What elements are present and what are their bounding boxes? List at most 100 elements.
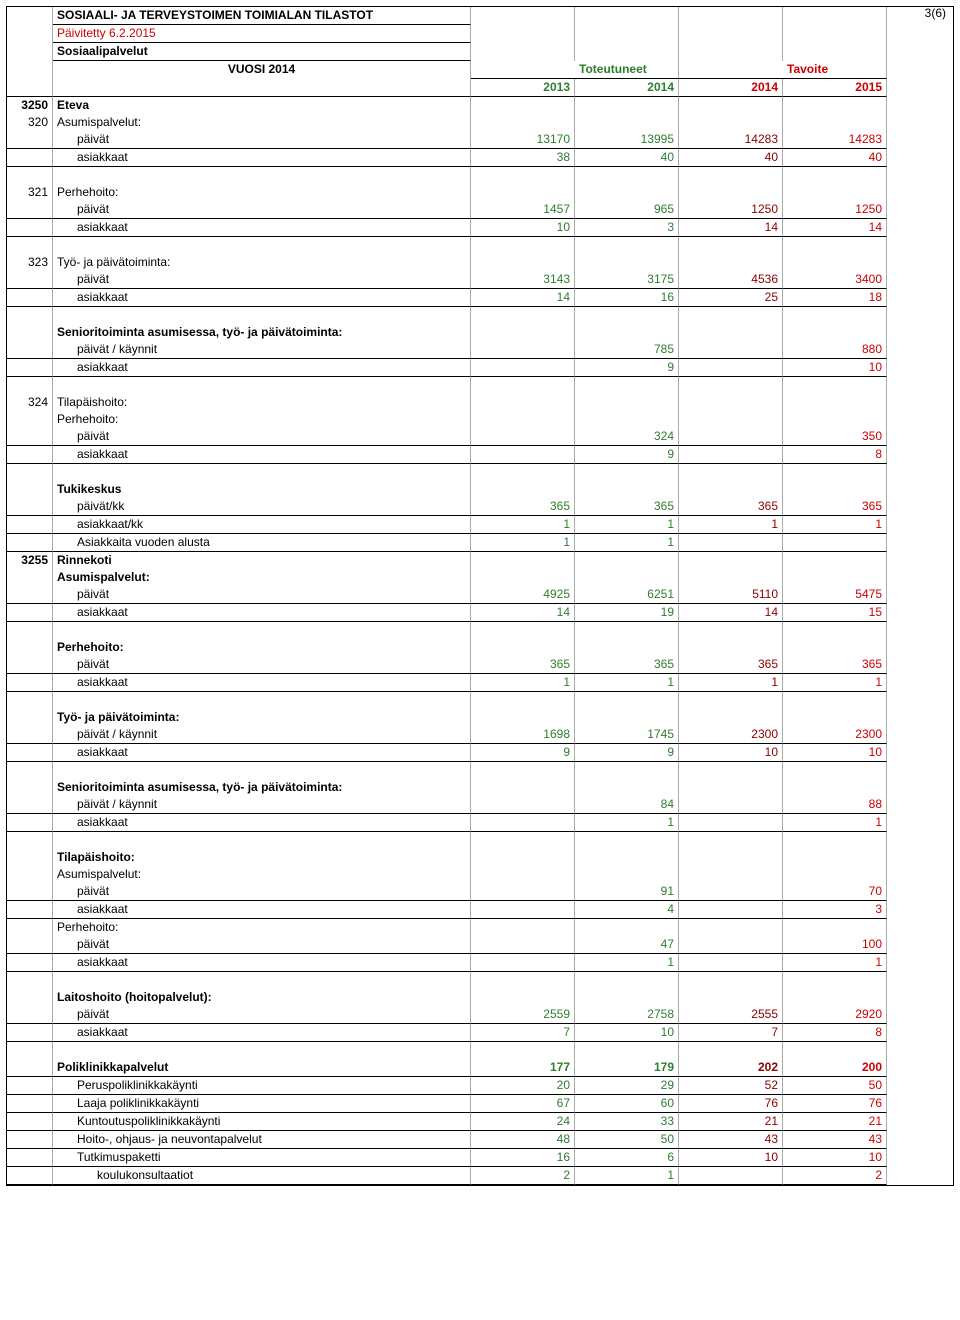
row-value [679, 832, 783, 849]
table-row: päivät47100 [7, 936, 953, 954]
row-value [679, 639, 783, 656]
row-label: Työ- ja päivätoiminta: [53, 254, 471, 271]
row-value: 13995 [575, 131, 679, 149]
row-value: 3 [783, 901, 887, 919]
row-value [679, 622, 783, 639]
row-value: 365 [783, 498, 887, 516]
row-value [783, 972, 887, 989]
table-row [7, 167, 953, 184]
row-value [783, 832, 887, 849]
table-row: Laaja poliklinikkakäynti67607676 [7, 1095, 953, 1113]
row-value: 2559 [471, 1006, 575, 1024]
table-row: asiakkaat98 [7, 446, 953, 464]
row-value: 16 [471, 1149, 575, 1167]
row-code [7, 1077, 53, 1095]
row-code [7, 359, 53, 377]
row-value [575, 97, 679, 114]
row-code [7, 1095, 53, 1113]
row-value: 2 [471, 1167, 575, 1185]
row-value: 25 [679, 289, 783, 307]
row-label: päivät / käynnit [53, 796, 471, 814]
row-value [575, 184, 679, 201]
row-code [7, 832, 53, 849]
row-code [7, 674, 53, 692]
row-value: 100 [783, 936, 887, 954]
row-label [53, 307, 471, 324]
row-value [471, 901, 575, 919]
row-code [7, 639, 53, 656]
row-value [679, 866, 783, 883]
row-code [7, 866, 53, 883]
row-value [471, 569, 575, 586]
table-row: päivät / käynnit785880 [7, 341, 953, 359]
row-value [679, 919, 783, 936]
row-value: 43 [679, 1131, 783, 1149]
row-code [7, 936, 53, 954]
row-label: Tilapäishoito: [53, 394, 471, 411]
row-value [679, 849, 783, 866]
row-code [7, 428, 53, 446]
row-label: päivät / käynnit [53, 341, 471, 359]
row-label: Perhehoito: [53, 639, 471, 656]
row-label: Hoito-, ohjaus- ja neuvontapalvelut [53, 1131, 471, 1149]
col-year-1: 2013 [471, 79, 575, 97]
table-row: päivät324350 [7, 428, 953, 446]
row-label: päivät [53, 883, 471, 901]
row-value: 14 [783, 219, 887, 237]
row-code: 320 [7, 114, 53, 131]
table-row: 321Perhehoito: [7, 184, 953, 201]
table-row: Asiakkaita vuoden alusta11 [7, 534, 953, 552]
row-value: 1 [471, 516, 575, 534]
row-code [7, 516, 53, 534]
row-value: 76 [679, 1095, 783, 1113]
row-value: 2 [783, 1167, 887, 1185]
table-row: päivät3143317545363400 [7, 271, 953, 289]
row-value [679, 709, 783, 726]
row-value [471, 394, 575, 411]
table-row [7, 762, 953, 779]
row-value [471, 341, 575, 359]
row-label: päivät [53, 586, 471, 604]
section-label: Sosiaalipalvelut [53, 43, 471, 61]
table-row: Peruspoliklinikkakäynti20295250 [7, 1077, 953, 1095]
row-value: 50 [575, 1131, 679, 1149]
row-code [7, 796, 53, 814]
row-value [575, 779, 679, 796]
row-value: 10 [783, 359, 887, 377]
row-value [783, 692, 887, 709]
row-value: 10 [679, 744, 783, 762]
row-label: Asiakkaita vuoden alusta [53, 534, 471, 552]
row-value [575, 237, 679, 254]
row-code [7, 498, 53, 516]
table-row: päivät / käynnit8488 [7, 796, 953, 814]
row-value [679, 989, 783, 1006]
row-value [471, 307, 575, 324]
row-value: 29 [575, 1077, 679, 1095]
row-value [471, 814, 575, 832]
row-code [7, 131, 53, 149]
row-value: 14283 [679, 131, 783, 149]
row-value [471, 779, 575, 796]
row-value [679, 359, 783, 377]
row-label: asiakkaat [53, 674, 471, 692]
row-value: 21 [783, 1113, 887, 1131]
row-value: 1250 [679, 201, 783, 219]
row-value: 2300 [783, 726, 887, 744]
row-value [575, 394, 679, 411]
row-value [575, 849, 679, 866]
row-value [783, 849, 887, 866]
row-value: 52 [679, 1077, 783, 1095]
row-value: 6251 [575, 586, 679, 604]
table-row [7, 237, 953, 254]
table-row: 3255Rinnekoti [7, 552, 953, 569]
row-value [783, 622, 887, 639]
row-value [471, 184, 575, 201]
row-label [53, 1042, 471, 1059]
row-value: 3 [575, 219, 679, 237]
row-label: koulukonsultaatiot [53, 1167, 471, 1185]
row-label [53, 832, 471, 849]
row-code [7, 1042, 53, 1059]
row-value [679, 901, 783, 919]
table-row: päivät9170 [7, 883, 953, 901]
table-row: asiakkaat43 [7, 901, 953, 919]
